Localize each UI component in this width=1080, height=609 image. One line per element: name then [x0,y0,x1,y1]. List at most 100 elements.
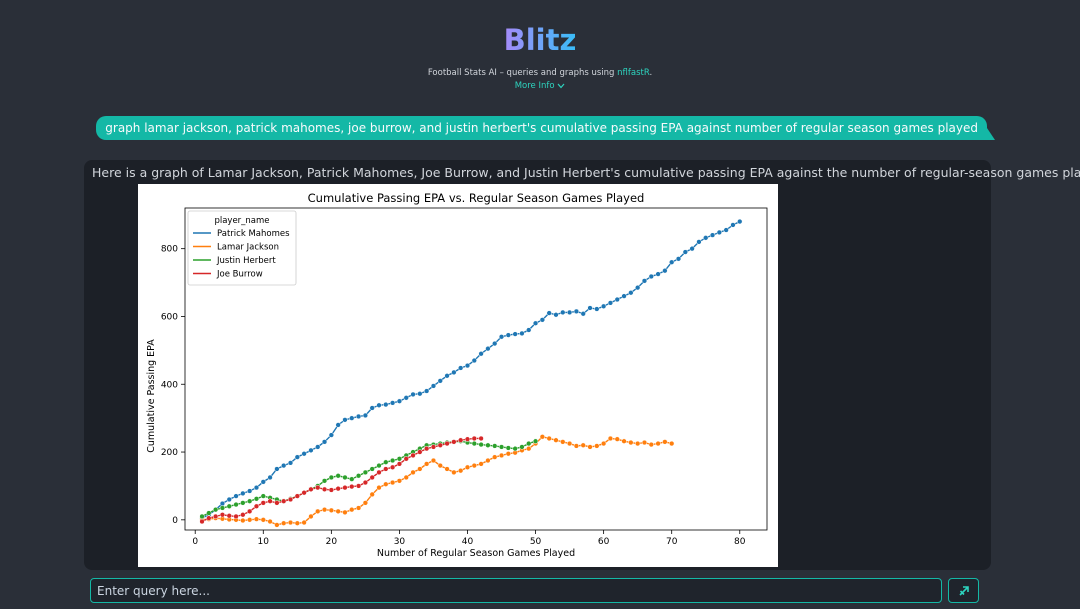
tagline: Football Stats AI – queries and graphs u… [0,68,1080,78]
data-point-lamar-jackson [328,507,335,513]
data-point-joe-burrow [219,512,226,518]
data-point-patrick-mahomes [355,413,362,420]
data-point-patrick-mahomes [281,462,287,469]
x-tick-label: 10 [258,537,270,547]
data-point-patrick-mahomes [553,312,559,318]
data-point-patrick-mahomes [682,249,688,255]
data-point-lamar-jackson [417,466,423,472]
data-point-patrick-mahomes [342,417,348,423]
data-point-lamar-jackson [451,469,457,476]
data-point-patrick-mahomes [498,334,505,340]
legend-label-joe-burrow: Joe Burrow [216,270,263,280]
data-point-joe-burrow [328,487,335,493]
data-point-lamar-jackson [553,437,559,443]
data-point-patrick-mahomes [655,271,661,277]
data-point-lamar-jackson [240,517,246,524]
data-point-justin-herbert [519,444,525,450]
legend-title: player_name [214,216,269,226]
data-point-patrick-mahomes [403,395,409,401]
x-tick-label: 60 [598,537,610,547]
assistant-response: Here is a graph of Lamar Jackson, Patric… [84,160,1080,570]
data-point-lamar-jackson [614,436,620,442]
data-point-lamar-jackson [281,520,287,526]
data-point-patrick-mahomes [505,332,511,338]
series-line-lamar-jackson [201,436,672,526]
data-point-lamar-jackson [662,439,668,445]
data-point-lamar-jackson [444,466,450,472]
data-point-lamar-jackson [600,440,607,447]
data-point-patrick-mahomes [669,259,675,265]
data-point-patrick-mahomes [580,311,586,317]
data-point-joe-burrow [464,436,471,442]
data-point-joe-burrow [233,513,239,520]
data-point-lamar-jackson [342,509,348,516]
data-point-patrick-mahomes [587,305,593,311]
data-point-joe-burrow [478,435,484,442]
data-point-patrick-mahomes [485,346,491,352]
data-point-justin-herbert [321,478,328,484]
data-point-justin-herbert [260,493,266,499]
data-point-patrick-mahomes [226,496,232,503]
data-point-lamar-jackson [376,484,382,491]
data-point-patrick-mahomes [335,422,341,428]
x-tick-label: 50 [530,537,542,547]
tagline-suffix: . [649,68,653,78]
more-info-label: More Info [514,81,555,91]
data-point-patrick-mahomes [716,229,722,236]
data-point-patrick-mahomes [737,218,743,225]
data-point-patrick-mahomes [424,388,430,394]
data-point-lamar-jackson [648,441,654,448]
data-point-joe-burrow [471,435,477,442]
data-point-patrick-mahomes [730,222,736,228]
send-button[interactable] [948,578,979,603]
data-point-lamar-jackson [403,474,409,481]
app-logo: Blitz [0,20,1080,68]
data-point-justin-herbert [355,473,362,479]
nflfastr-link[interactable]: nflfastR [617,68,650,78]
data-point-justin-herbert [328,474,335,481]
data-point-joe-burrow [294,493,300,499]
more-info-toggle[interactable]: More Info [0,81,1080,91]
data-point-patrick-mahomes [383,401,389,408]
data-point-justin-herbert [199,513,205,520]
data-point-patrick-mahomes [219,500,226,507]
data-point-lamar-jackson [526,446,532,452]
data-point-joe-burrow [451,439,457,445]
data-point-justin-herbert [485,442,491,448]
data-point-patrick-mahomes [635,285,641,291]
data-point-lamar-jackson [560,439,566,445]
data-point-lamar-jackson [410,469,416,476]
data-point-justin-herbert [240,500,246,506]
data-point-patrick-mahomes [396,398,403,404]
plot-frame [184,207,768,531]
data-point-patrick-mahomes [709,232,716,238]
data-point-joe-burrow [437,442,443,448]
data-point-joe-burrow [410,452,416,459]
data-point-patrick-mahomes [600,303,607,309]
data-point-lamar-jackson [587,444,593,450]
data-point-patrick-mahomes [301,451,307,457]
data-point-lamar-jackson [383,481,389,487]
data-point-patrick-mahomes [247,488,253,494]
data-point-lamar-jackson [492,454,498,460]
query-input-box[interactable] [90,578,942,603]
data-point-patrick-mahomes [607,300,614,306]
y-tick-label: 600 [161,312,178,322]
data-point-justin-herbert [342,474,348,481]
data-point-joe-burrow [417,449,423,455]
data-point-lamar-jackson [253,516,260,522]
data-point-justin-herbert [396,456,403,462]
data-point-justin-herbert [335,473,341,479]
data-point-patrick-mahomes [471,357,477,364]
data-point-joe-burrow [349,483,355,490]
data-point-patrick-mahomes [594,306,600,312]
data-point-patrick-mahomes [641,278,648,284]
data-point-lamar-jackson [437,462,443,469]
data-point-patrick-mahomes [328,432,335,438]
data-point-lamar-jackson [287,519,294,526]
data-point-joe-burrow [281,498,287,504]
query-input[interactable] [91,579,941,602]
x-axis-label: Number of Regular Season Games Played [377,548,575,559]
data-point-joe-burrow [253,503,260,509]
data-point-patrick-mahomes [492,340,498,347]
